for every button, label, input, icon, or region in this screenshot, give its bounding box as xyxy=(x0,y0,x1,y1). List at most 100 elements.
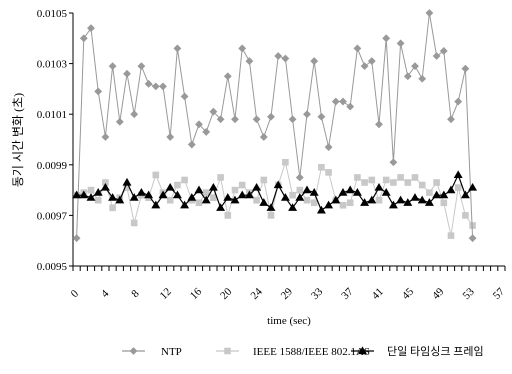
axes: 0.0095 0.0097 0.0099 0.0101 0.0103 0.0105 0 4 8 1… xyxy=(37,8,508,302)
data-point xyxy=(354,174,361,181)
data-point xyxy=(418,181,426,189)
data-point xyxy=(339,201,347,209)
data-point xyxy=(397,174,404,181)
y-tick-label: 0.0099 xyxy=(37,160,68,172)
y-tick-label: 0.0103 xyxy=(37,59,68,71)
data-point xyxy=(231,115,239,124)
legend-label: IEEE 1588/IEEE 802.1AS xyxy=(253,346,370,358)
data-point xyxy=(404,179,412,186)
data-point xyxy=(346,102,355,111)
x-axis-title: time (sec) xyxy=(267,315,311,327)
data-point xyxy=(202,189,210,196)
data-point xyxy=(454,97,463,106)
data-point xyxy=(252,182,262,191)
data-point xyxy=(281,54,290,63)
data-point xyxy=(93,188,103,196)
x-tick-label: 24 xyxy=(248,285,265,302)
data-point xyxy=(403,72,412,81)
data-point xyxy=(252,115,261,124)
x-tick-label: 4 xyxy=(99,287,112,300)
data-point xyxy=(446,185,456,194)
data-point xyxy=(310,199,318,207)
series-1 xyxy=(72,9,477,243)
data-point xyxy=(166,196,174,204)
data-point xyxy=(244,190,254,199)
data-point xyxy=(447,232,455,239)
data-point xyxy=(115,195,125,204)
data-point xyxy=(432,190,442,199)
data-point xyxy=(72,234,81,243)
x-tick-label: 16 xyxy=(188,285,205,302)
data-point xyxy=(187,193,197,201)
x-tick-label: 37 xyxy=(339,285,356,302)
data-point xyxy=(223,193,233,201)
y-tick-label: 0.0105 xyxy=(37,8,68,20)
y-tick-label: 0.0095 xyxy=(37,261,68,273)
data-point xyxy=(201,195,211,204)
data-point xyxy=(303,196,311,204)
data-point xyxy=(230,195,240,204)
data-point xyxy=(346,199,354,207)
data-point xyxy=(295,193,305,201)
data-point xyxy=(266,203,276,211)
data-point xyxy=(310,57,319,65)
data-point xyxy=(273,180,283,189)
data-point xyxy=(216,203,226,211)
data-point xyxy=(368,176,376,184)
data-point xyxy=(324,143,333,151)
data-point xyxy=(195,199,203,207)
data-point xyxy=(360,62,369,71)
data-point xyxy=(72,190,82,199)
data-point xyxy=(238,181,246,189)
data-point xyxy=(390,179,397,186)
x-tick-label: 57 xyxy=(491,285,508,302)
data-point xyxy=(159,82,167,91)
data-point xyxy=(331,97,340,106)
data-point xyxy=(224,212,232,219)
data-point xyxy=(288,203,298,211)
data-point xyxy=(453,170,463,179)
x-tick-label: 20 xyxy=(218,285,235,302)
data-point xyxy=(352,188,362,196)
data-point xyxy=(381,188,391,196)
data-point xyxy=(216,115,225,124)
series-line xyxy=(76,12,474,239)
data-point xyxy=(425,9,434,17)
data-point xyxy=(79,34,88,43)
data-point xyxy=(280,193,290,201)
data-point xyxy=(338,188,348,196)
data-point xyxy=(165,182,175,191)
data-point xyxy=(253,196,260,204)
y-tick-label: 0.0101 xyxy=(37,109,67,121)
data-point xyxy=(223,72,232,81)
legend: NTP IEEE 1588/IEEE 802.1AS 단일 타임싱크 프레임 xyxy=(122,344,484,358)
legend-marker xyxy=(224,347,231,355)
data-point xyxy=(209,107,218,116)
data-point xyxy=(245,57,254,65)
data-point xyxy=(151,200,161,209)
data-point xyxy=(440,199,448,207)
data-point xyxy=(282,158,289,166)
legend-marker xyxy=(358,346,367,355)
data-point xyxy=(289,191,296,199)
data-point xyxy=(208,182,218,191)
x-tick-label: 45 xyxy=(400,285,417,302)
data-point xyxy=(468,234,477,243)
data-point xyxy=(460,190,470,199)
data-point xyxy=(361,179,368,186)
data-point xyxy=(173,44,182,53)
data-point xyxy=(122,177,132,186)
data-point xyxy=(115,117,124,126)
data-point xyxy=(375,120,383,129)
data-point xyxy=(166,133,175,141)
data-point xyxy=(296,186,304,194)
data-point xyxy=(468,182,478,191)
data-point xyxy=(260,176,268,184)
data-point xyxy=(108,62,117,71)
data-point xyxy=(144,79,153,88)
data-point xyxy=(202,128,211,136)
data-point xyxy=(217,174,224,181)
data-point xyxy=(324,200,334,209)
data-point xyxy=(382,176,390,184)
data-point xyxy=(87,24,95,33)
